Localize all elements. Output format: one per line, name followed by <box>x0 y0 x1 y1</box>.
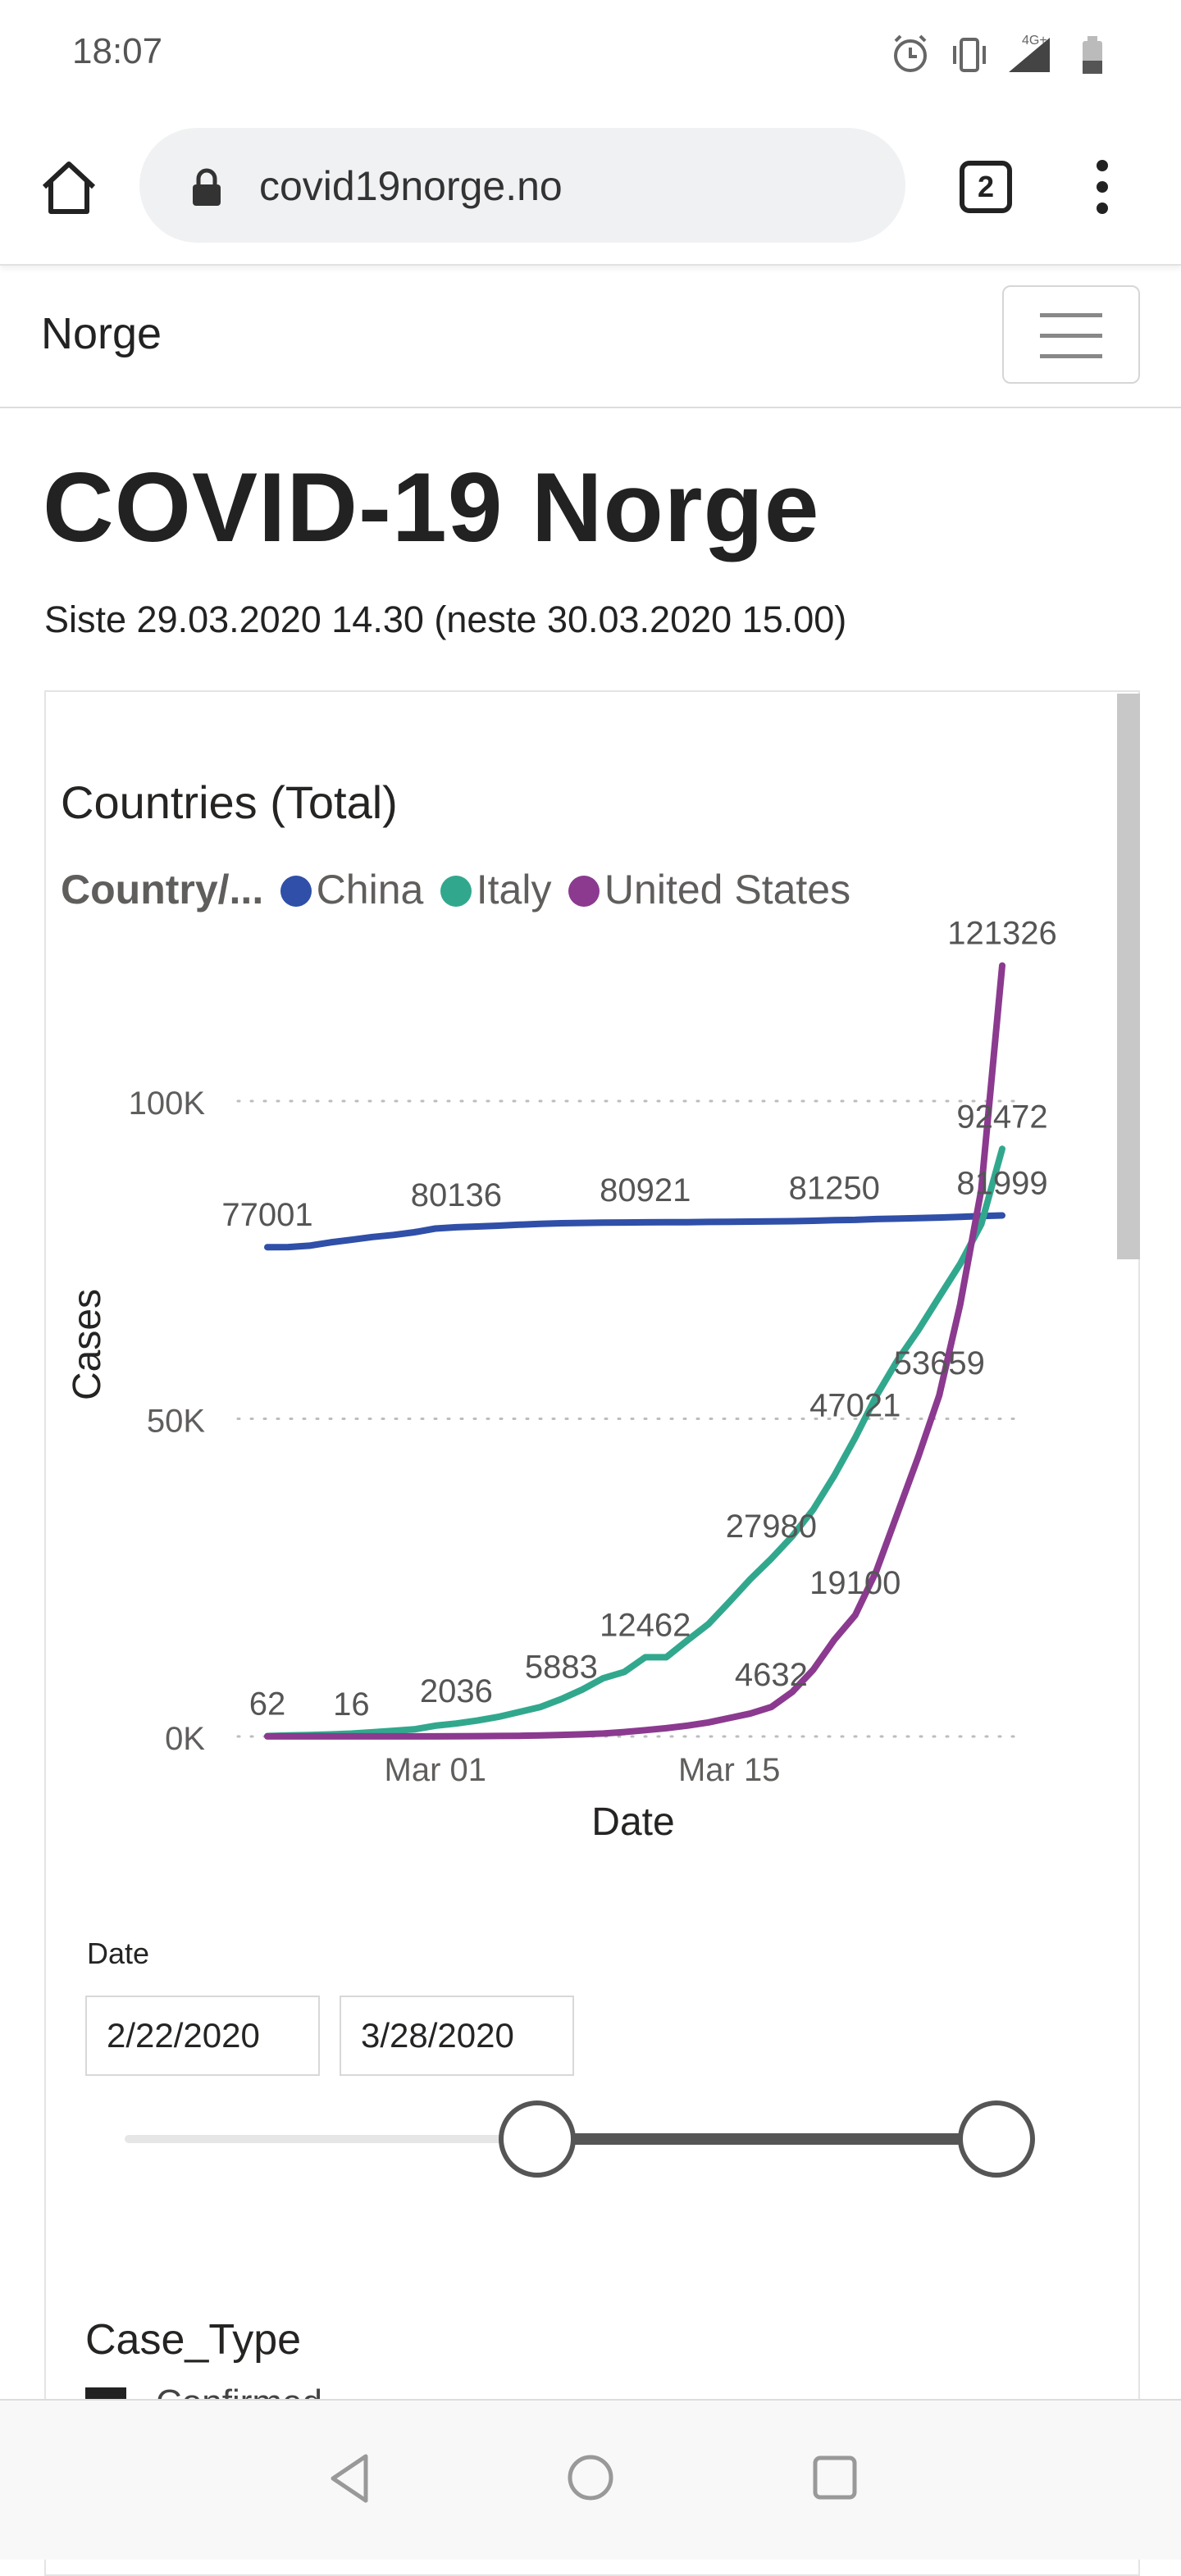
status-time: 18:07 <box>72 31 163 71</box>
date-slicer-label: Date <box>87 1937 150 1970</box>
report-scrollbar[interactable] <box>1117 694 1140 1259</box>
legend-item-italy[interactable]: Italy <box>476 867 552 913</box>
network-type-label: 4G+ <box>1022 34 1047 48</box>
legend-swatch-united-states <box>568 876 600 907</box>
tab-switcher-button[interactable]: 2 <box>960 161 1012 213</box>
chart-legend: Country/... China Italy United States <box>61 866 850 915</box>
date-slider-start-handle[interactable] <box>499 2100 576 2178</box>
legend-swatch-italy <box>440 876 472 907</box>
recents-icon[interactable] <box>812 2455 858 2501</box>
status-icons: 4G+ <box>894 34 1102 74</box>
home-icon[interactable] <box>38 156 100 218</box>
hamburger-icon-line <box>1040 334 1102 338</box>
chart-title: Countries (Total) <box>61 776 398 828</box>
more-vertical-icon[interactable] <box>1088 157 1117 216</box>
alarm-icon <box>894 34 927 72</box>
legend-swatch-china <box>280 876 312 907</box>
update-timestamp: Siste 29.03.2020 14.30 (neste 30.03.2020… <box>44 598 847 640</box>
hamburger-icon-line <box>1040 354 1102 358</box>
site-brand-link[interactable]: Norge <box>41 309 162 358</box>
navbar-toggle-button[interactable] <box>1002 285 1140 384</box>
battery-icon <box>1083 36 1102 74</box>
system-navigation-bar <box>0 2399 1181 2560</box>
legend-title: Country/... <box>61 867 264 913</box>
case-type-title: Case_Type <box>85 2316 302 2364</box>
vibrate-icon <box>953 38 986 72</box>
date-slider-end-handle[interactable] <box>958 2100 1035 2178</box>
signal-icon <box>1009 38 1050 72</box>
date-start-input[interactable]: 2/22/2020 <box>85 1996 320 2076</box>
lock-icon <box>193 168 221 206</box>
home-circle-icon[interactable] <box>566 2453 615 2502</box>
page-title: COVID-19 Norge <box>43 453 820 562</box>
legend-item-united-states[interactable]: United States <box>604 867 851 913</box>
hamburger-icon <box>1040 313 1102 317</box>
site-navbar <box>0 267 1181 408</box>
date-end-input[interactable]: 3/28/2020 <box>340 1996 574 2076</box>
embedded-report[interactable] <box>44 690 1140 2576</box>
legend-item-china[interactable]: China <box>316 867 424 913</box>
url-text[interactable]: covid19norge.no <box>259 163 563 209</box>
address-bar[interactable] <box>139 128 905 243</box>
back-icon[interactable] <box>325 2451 374 2505</box>
date-slider-range <box>538 2133 997 2145</box>
